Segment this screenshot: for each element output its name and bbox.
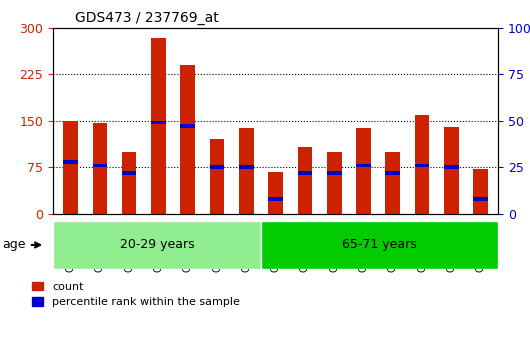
FancyBboxPatch shape [261,221,498,269]
Bar [327,171,341,175]
Bar [414,115,429,214]
Legend: count, percentile rank within the sample: count, percentile rank within the sample [32,282,240,307]
Bar [268,197,283,201]
Bar [385,171,400,175]
Bar [473,169,488,214]
Bar [151,38,166,214]
Text: age: age [3,238,40,252]
Text: 20-29 years: 20-29 years [120,238,194,252]
Bar [356,164,371,167]
Bar [297,147,312,214]
Bar [239,128,254,214]
Bar [297,171,312,175]
Bar [210,139,224,214]
FancyBboxPatch shape [53,221,261,269]
Bar [93,122,107,214]
Bar [356,128,371,214]
Bar [122,152,137,214]
Bar [180,125,195,128]
Bar [63,121,78,214]
Bar [93,164,107,167]
Bar [122,171,137,175]
Bar [239,166,254,169]
Bar [151,121,166,125]
Bar [180,65,195,214]
Bar [210,166,224,169]
Bar [327,152,341,214]
Text: 65-71 years: 65-71 years [342,238,417,252]
Bar [444,166,458,169]
Bar [268,172,283,214]
Bar [414,164,429,167]
Bar [444,127,458,214]
Bar [385,152,400,214]
Bar [473,197,488,201]
Bar [63,160,78,164]
Text: GDS473 / 237769_at: GDS473 / 237769_at [75,11,219,25]
